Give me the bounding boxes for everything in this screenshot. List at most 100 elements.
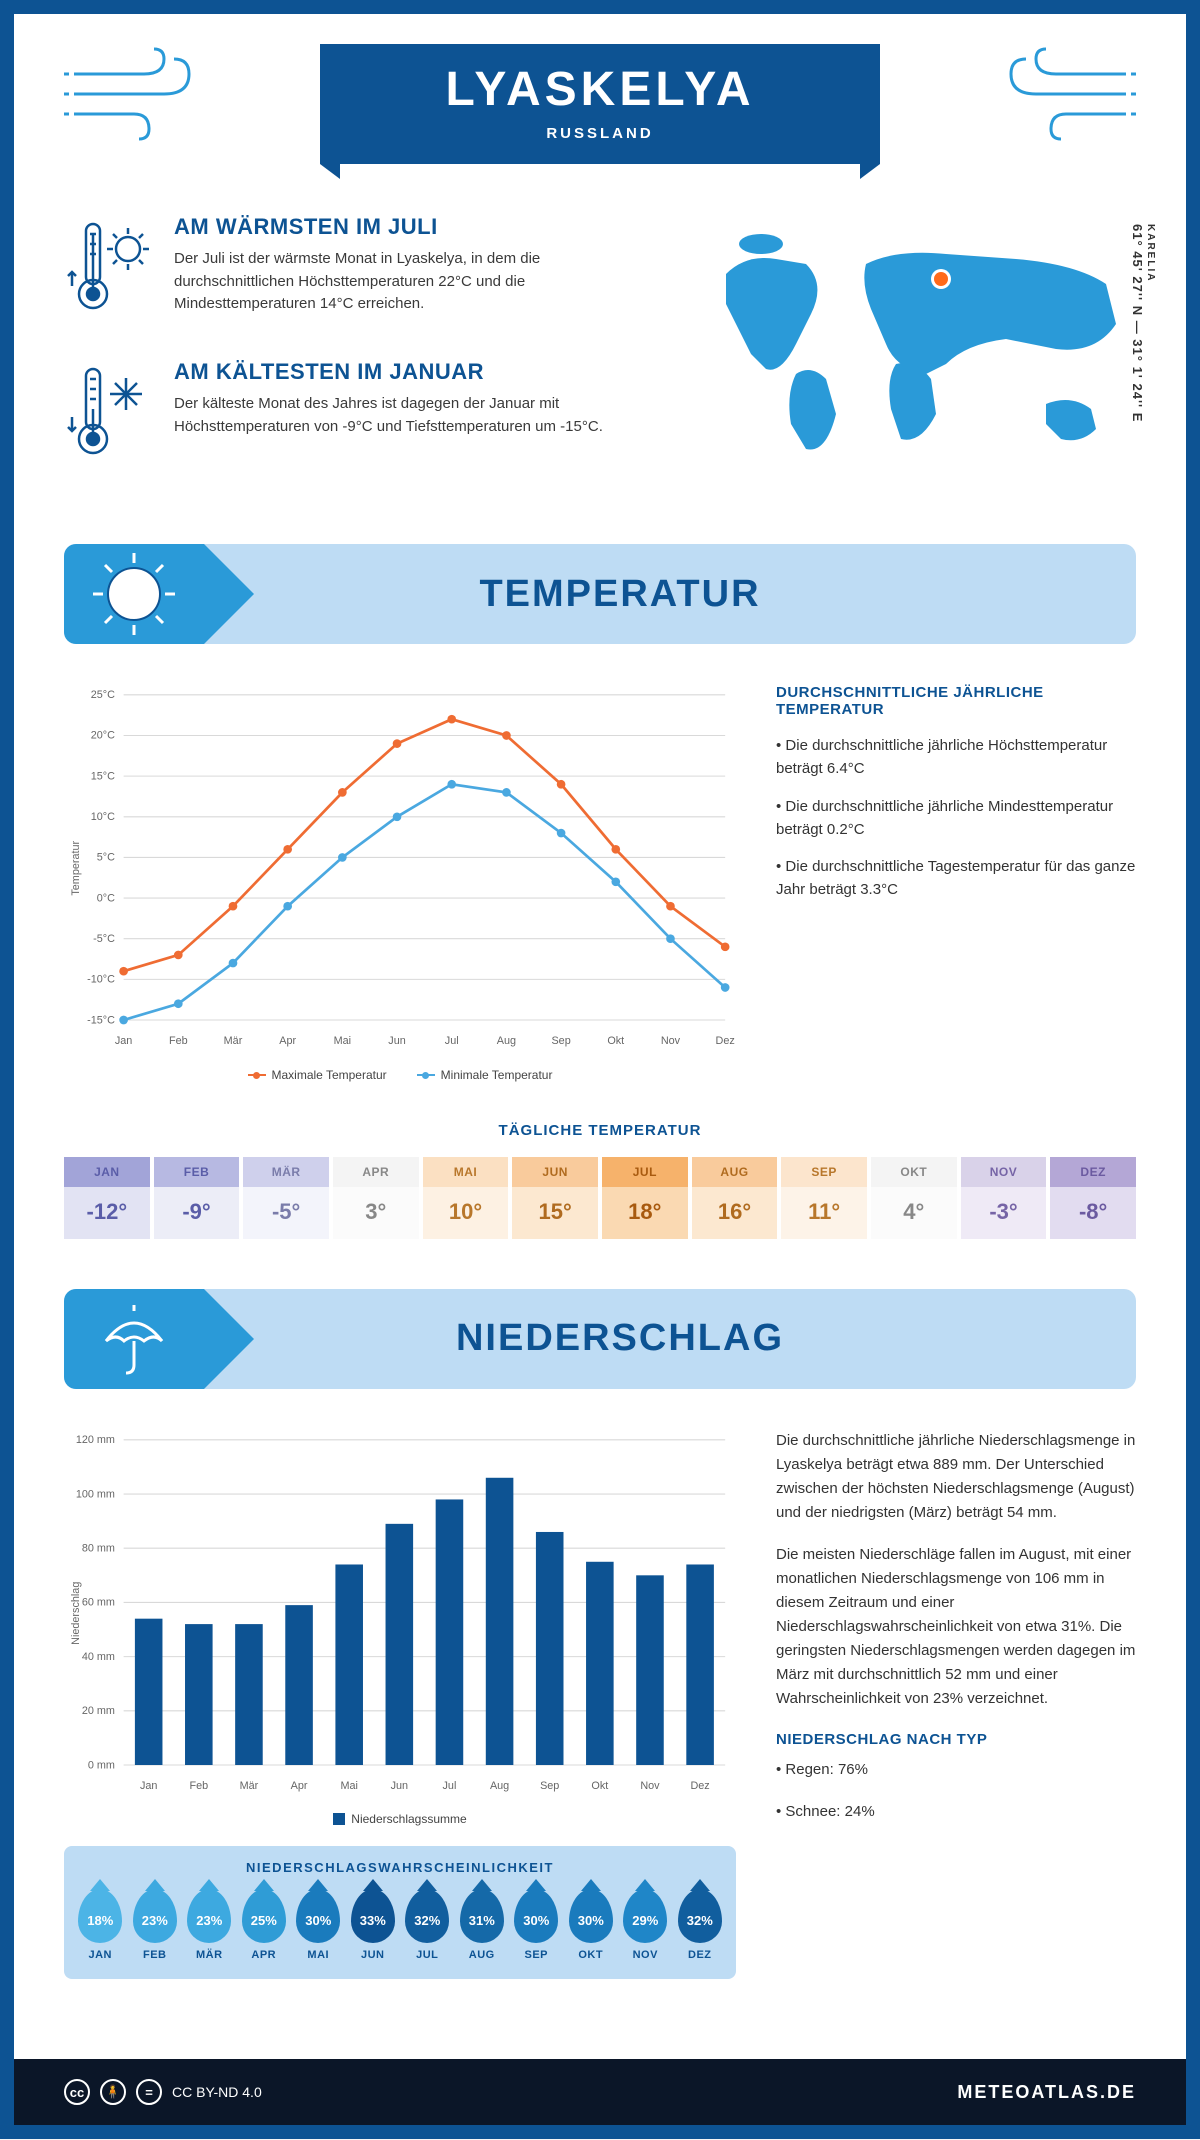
svg-text:25°C: 25°C xyxy=(91,689,115,701)
coordinates: KARELIA61° 45' 27'' N — 31° 1' 24'' E xyxy=(1130,224,1156,422)
month-cell: MÄR-5° xyxy=(243,1157,329,1239)
probability-drop: .drop:nth-child(3) .dval:before{border-b… xyxy=(183,1889,236,1961)
probability-drop: .drop:nth-child(1) .dval:before{border-b… xyxy=(74,1889,127,1961)
world-map xyxy=(696,214,1136,474)
precip-type-item: • Schnee: 24% xyxy=(776,1800,1136,1824)
svg-text:Mär: Mär xyxy=(224,1035,243,1047)
probability-drop: .drop:nth-child(4) .dval:before{border-b… xyxy=(238,1889,291,1961)
svg-text:100 mm: 100 mm xyxy=(76,1488,115,1500)
month-cell: SEP11° xyxy=(781,1157,867,1239)
svg-text:Jan: Jan xyxy=(115,1035,132,1047)
svg-text:0°C: 0°C xyxy=(97,892,115,904)
svg-text:0 mm: 0 mm xyxy=(88,1759,115,1771)
svg-text:Sep: Sep xyxy=(540,1779,559,1791)
svg-text:Nov: Nov xyxy=(661,1035,681,1047)
cold-title: AM KÄLTESTEN IM JANUAR xyxy=(174,359,656,385)
svg-text:Dez: Dez xyxy=(690,1779,709,1791)
svg-text:Jul: Jul xyxy=(445,1035,459,1047)
svg-text:80 mm: 80 mm xyxy=(82,1542,115,1554)
probability-drop: .drop:nth-child(12) .dval:before{border-… xyxy=(674,1889,727,1961)
cold-text: Der kälteste Monat des Jahres ist dagege… xyxy=(174,393,656,438)
svg-text:Sep: Sep xyxy=(551,1035,570,1047)
probability-drop: .drop:nth-child(7) .dval:before{border-b… xyxy=(401,1889,454,1961)
license-text: CC BY-ND 4.0 xyxy=(172,2084,262,2100)
warm-text: Der Juli ist der wärmste Monat in Lyaske… xyxy=(174,248,656,316)
svg-text:Aug: Aug xyxy=(490,1779,509,1791)
site-name: METEOATLAS.DE xyxy=(957,2082,1136,2103)
cold-fact: AM KÄLTESTEN IM JANUAR Der kälteste Mona… xyxy=(64,359,656,469)
probability-drop: .drop:nth-child(11) .dval:before{border-… xyxy=(619,1889,672,1961)
warm-fact: AM WÄRMSTEN IM JULI Der Juli ist der wär… xyxy=(64,214,656,324)
svg-text:15°C: 15°C xyxy=(91,770,115,782)
temp-summary-item: • Die durchschnittliche jährliche Mindes… xyxy=(776,795,1136,842)
header-banner: LYASKELYA RUSSLAND xyxy=(340,44,860,164)
svg-text:Feb: Feb xyxy=(169,1035,188,1047)
precip-p1: Die durchschnittliche jährliche Niedersc… xyxy=(776,1429,1136,1525)
probability-drop: .drop:nth-child(9) .dval:before{border-b… xyxy=(510,1889,563,1961)
svg-text:Feb: Feb xyxy=(189,1779,208,1791)
probability-drop: .drop:nth-child(8) .dval:before{border-b… xyxy=(456,1889,509,1961)
svg-text:Temperatur: Temperatur xyxy=(70,840,82,895)
month-cell: JAN-12° xyxy=(64,1157,150,1239)
temperature-line-chart: -15°C -10°C -5°C 0°C 5°C 10°C 15°C 20°C 25°C Jan F… xyxy=(64,684,736,1053)
svg-text:Jan: Jan xyxy=(140,1779,157,1791)
temp-summary-item: • Die durchschnittliche jährliche Höchst… xyxy=(776,734,1136,781)
svg-text:Nov: Nov xyxy=(640,1779,660,1791)
month-cell: JUL18° xyxy=(602,1157,688,1239)
svg-text:-5°C: -5°C xyxy=(93,933,115,945)
precip-p2: Die meisten Niederschläge fallen im Augu… xyxy=(776,1543,1136,1711)
svg-text:Dez: Dez xyxy=(716,1035,735,1047)
sun-icon xyxy=(89,549,179,639)
probability-drop: .drop:nth-child(10) .dval:before{border-… xyxy=(565,1889,618,1961)
warm-title: AM WÄRMSTEN IM JULI xyxy=(174,214,656,240)
svg-text:Apr: Apr xyxy=(279,1035,296,1047)
precip-type-item: • Regen: 76% xyxy=(776,1758,1136,1782)
svg-text:Mai: Mai xyxy=(340,1779,357,1791)
svg-text:60 mm: 60 mm xyxy=(82,1596,115,1608)
probability-drop: .drop:nth-child(2) .dval:before{border-b… xyxy=(129,1889,182,1961)
svg-text:-15°C: -15°C xyxy=(87,1014,115,1026)
thermometer-snow-icon xyxy=(64,359,154,469)
precip-bar-chart: 0 mm20 mm40 mm60 mm80 mm100 mm120 mmJanF… xyxy=(64,1429,736,1798)
svg-text:20°C: 20°C xyxy=(91,730,115,742)
temp-summary-item: • Die durchschnittliche Tagestemperatur … xyxy=(776,855,1136,902)
svg-text:Mai: Mai xyxy=(334,1035,351,1047)
wind-swirl-icon xyxy=(64,44,204,144)
svg-text:Niederschlag: Niederschlag xyxy=(70,1581,82,1644)
by-icon: 🧍 xyxy=(100,2079,126,2105)
umbrella-icon xyxy=(94,1299,174,1379)
month-cell: NOV-3° xyxy=(961,1157,1047,1239)
temp-summary-title: DURCHSCHNITTLICHE JÄHRLICHE TEMPERATUR xyxy=(776,684,1136,718)
prob-title: NIEDERSCHLAGSWAHRSCHEINLICHKEIT xyxy=(74,1860,726,1875)
footer: cc 🧍 = CC BY-ND 4.0 METEOATLAS.DE xyxy=(14,2059,1186,2125)
temperature-title: TEMPERATUR xyxy=(204,573,1136,616)
svg-text:20 mm: 20 mm xyxy=(82,1705,115,1717)
svg-text:-10°C: -10°C xyxy=(87,974,115,986)
svg-text:Jun: Jun xyxy=(391,1779,408,1791)
svg-text:10°C: 10°C xyxy=(91,811,115,823)
svg-text:120 mm: 120 mm xyxy=(76,1434,115,1446)
svg-text:Jul: Jul xyxy=(443,1779,457,1791)
month-cell: JUN15° xyxy=(512,1157,598,1239)
precip-section-head: NIEDERSCHLAG xyxy=(64,1289,1136,1389)
svg-text:Mär: Mär xyxy=(240,1779,259,1791)
daily-temp-title: TÄGLICHE TEMPERATUR xyxy=(64,1122,1136,1139)
svg-text:Okt: Okt xyxy=(591,1779,608,1791)
temperature-legend: Maximale TemperaturMinimale Temperatur xyxy=(64,1068,736,1082)
nd-icon: = xyxy=(136,2079,162,2105)
daily-temp-grid: JAN-12°FEB-9°MÄR-5°APR3°MAI10°JUN15°JUL1… xyxy=(64,1157,1136,1239)
svg-text:Okt: Okt xyxy=(607,1035,624,1047)
precip-type-title: NIEDERSCHLAG NACH TYP xyxy=(776,1731,1136,1748)
month-cell: AUG16° xyxy=(692,1157,778,1239)
country-subtitle: RUSSLAND xyxy=(340,125,860,142)
wind-swirl-icon xyxy=(996,44,1136,144)
precip-title: NIEDERSCHLAG xyxy=(204,1317,1136,1360)
month-cell: DEZ-8° xyxy=(1050,1157,1136,1239)
city-title: LYASKELYA xyxy=(340,62,860,117)
month-cell: OKT4° xyxy=(871,1157,957,1239)
svg-text:Jun: Jun xyxy=(388,1035,405,1047)
svg-text:Aug: Aug xyxy=(497,1035,516,1047)
svg-text:5°C: 5°C xyxy=(97,852,115,864)
temperature-section-head: TEMPERATUR xyxy=(64,544,1136,644)
precip-legend: Niederschlagssumme xyxy=(64,1812,736,1826)
